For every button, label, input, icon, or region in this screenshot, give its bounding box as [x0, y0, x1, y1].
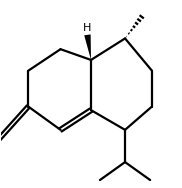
Text: H: H	[83, 23, 92, 33]
Polygon shape	[84, 34, 91, 60]
